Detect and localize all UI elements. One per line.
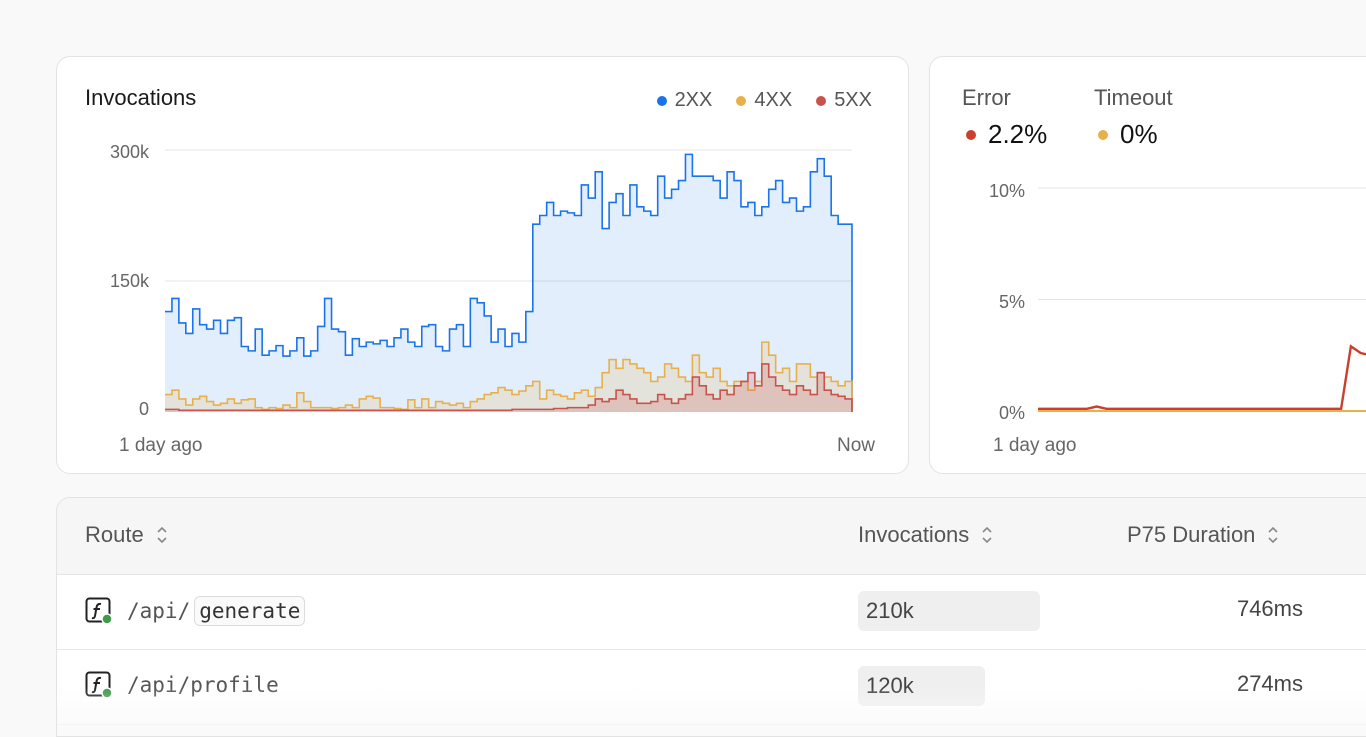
y-tick-5pct: 5% [999,292,1025,312]
y-tick-10pct: 10% [989,181,1025,201]
series-4xx [165,341,853,412]
invocations-value: 210k [866,598,914,623]
legend-4xx-dot [736,95,747,106]
series-area [165,363,852,412]
route-cell[interactable]: /api/generate [85,596,306,626]
error-metric: 2.2% [966,119,1047,150]
error-dot [966,129,976,140]
error-rate-chart[interactable]: 10% 5% 0% 1 day ago [930,57,1366,475]
timeout-dot [1098,129,1108,140]
legend-2xx[interactable]: 2XX [656,89,713,112]
legend-5xx-dot [816,95,827,106]
p75-duration-value: 274ms [1236,671,1303,696]
p75-duration-value: 746ms [1236,596,1303,621]
timeout-metric: 0% [1098,119,1158,150]
invocations-legend: 2XX 4XX 5XX [656,89,872,112]
table-row[interactable]: /api/generate 210k 746ms [57,574,1366,650]
route-dynamic-segment: generate [194,596,306,626]
invocations-bar: 120k [858,666,985,706]
series-area [165,342,852,412]
route-prefix: /api/ [127,599,191,623]
error-label: Error [962,85,1011,110]
invocations-chart-card: Invocations 2XX 4XX 5XX 300k 150k 0 1 da… [56,56,909,474]
route-cell[interactable]: /api/profile [85,671,279,699]
series-line [165,153,853,412]
timeout-label: Timeout [1094,85,1173,110]
error-value: 2.2% [988,119,1048,149]
series-area [165,154,852,412]
legend-2xx-dot [656,95,667,106]
sort-icon [157,526,167,544]
invocations-header-label: Invocations [858,522,970,547]
y-tick-0pct: 0% [999,403,1025,423]
sort-icon [982,526,992,544]
y-tick-0: 0 [139,399,149,419]
legend-4xx[interactable]: 4XX [736,89,792,112]
series-line [165,363,853,412]
series-line [165,341,853,412]
x-label-start: 1 day ago [119,435,202,456]
sort-icon [1268,526,1278,544]
p75-duration-column-header[interactable]: P75 Duration [1127,522,1279,548]
p75-header-label: P75 Duration [1127,522,1256,547]
invocations-chart[interactable]: 300k 150k 0 1 day ago Now [57,57,910,475]
y-tick-300k: 300k [110,142,150,162]
series-error [1038,344,1366,410]
y-tick-150k: 150k [110,271,150,291]
legend-2xx-label: 2XX [674,89,713,111]
route-path: /api/profile [127,673,279,697]
routes-table: Route Invocations P75 Duration /api/gene… [56,497,1366,737]
function-icon [85,671,113,699]
legend-5xx[interactable]: 5XX [816,89,872,112]
timeout-value: 0% [1120,119,1158,149]
legend-5xx-label: 5XX [834,89,872,111]
route-column-header[interactable]: Route [85,522,168,548]
series-5xx [165,363,853,412]
error-rate-card: Error 2.2% Timeout 0% 10% 5% 0% 1 day ag… [929,56,1366,474]
table-header: Route Invocations P75 Duration [57,498,1366,575]
invocations-column-header[interactable]: Invocations [858,522,993,548]
series-2xx [165,153,853,412]
x-label-end: Now [837,435,875,456]
invocations-chart-title: Invocations [85,85,197,110]
invocations-bar: 210k [858,591,1040,631]
invocations-value: 120k [866,673,914,698]
function-icon [85,597,113,625]
err-x-label-start: 1 day ago [993,435,1076,456]
route-header-label: Route [85,522,144,547]
legend-4xx-label: 4XX [754,89,793,111]
